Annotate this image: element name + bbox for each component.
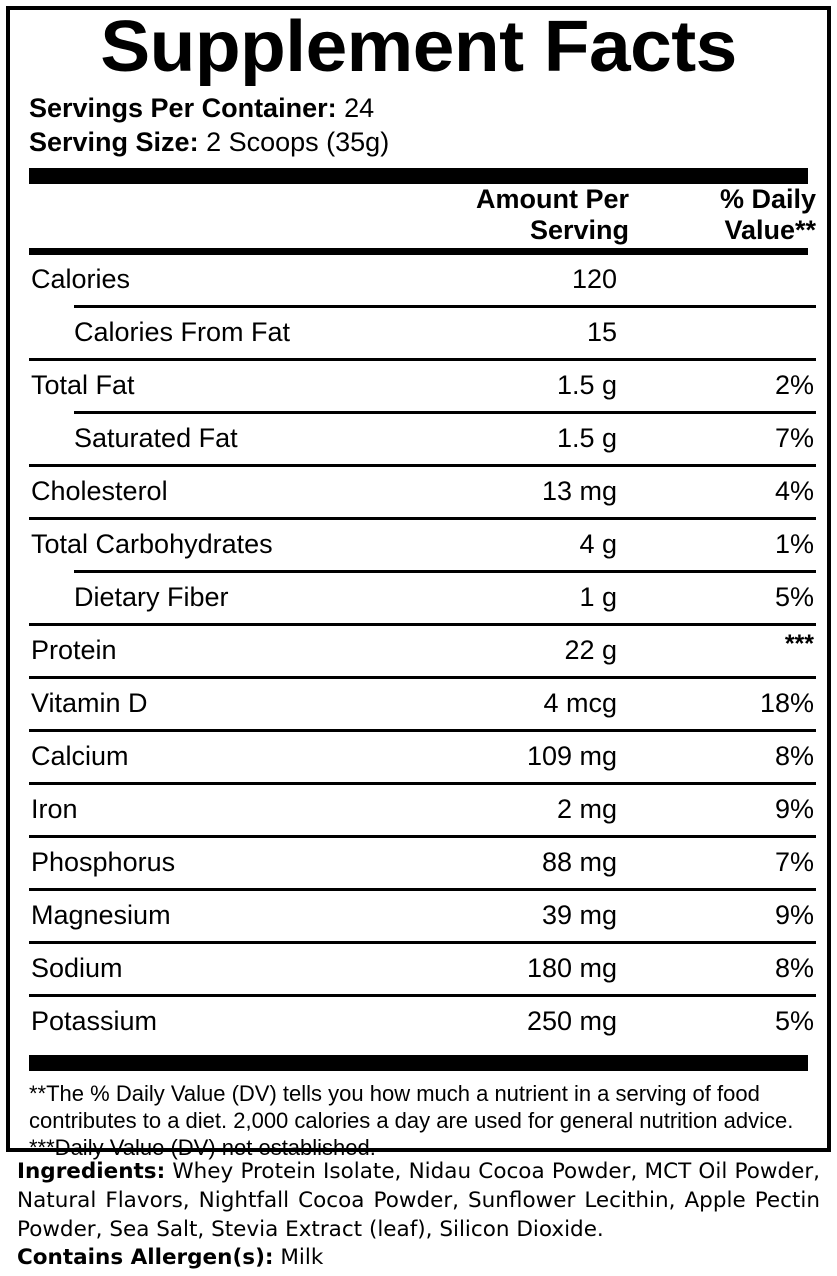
row-amount: 22 g: [401, 622, 629, 678]
row-daily-value: 1%: [629, 516, 816, 572]
nutrition-table: Amount Per Serving % Daily Value**: [29, 184, 816, 248]
table-row: Calories 120: [29, 255, 816, 307]
row-daily-value: 8%: [629, 728, 816, 784]
row-amount: 13 mg: [401, 463, 629, 519]
row-name: Iron: [29, 781, 401, 837]
table-row: Calories From Fat 15: [29, 304, 816, 360]
row-amount: 15: [401, 304, 629, 360]
row-daily-value: 5%: [629, 993, 816, 1047]
row-daily-value: 8%: [629, 940, 816, 996]
row-daily-value: 7%: [629, 834, 816, 890]
table-row: Calcium 109 mg 8%: [29, 728, 816, 784]
table-header-row: Amount Per Serving % Daily Value**: [29, 184, 816, 248]
row-daily-value: 5%: [629, 569, 816, 625]
column-header-daily-value: % Daily Value**: [719, 183, 816, 245]
row-name: Vitamin D: [29, 675, 401, 731]
table-row: Vitamin D 4 mcg 18%: [29, 675, 816, 731]
serving-size-line: Serving Size: 2 Scoops (35g): [29, 125, 808, 160]
row-name: Calories: [31, 264, 131, 295]
table-row: Potassium 250 mg 5%: [29, 993, 816, 1047]
row-amount: 1 g: [401, 569, 629, 625]
table-row: Saturated Fat 1.5 g 7%: [29, 410, 816, 466]
table-row: Dietary Fiber 1 g 5%: [29, 569, 816, 625]
rule-under-header: [29, 247, 808, 255]
row-amount: 1.5 g: [401, 357, 629, 413]
row-name: Dietary Fiber: [29, 569, 401, 625]
row-name: Magnesium: [29, 887, 401, 943]
row-amount: 4 mcg: [401, 675, 629, 731]
row-amount: 1.5 g: [401, 410, 629, 466]
row-daily-value: 4%: [629, 463, 816, 519]
table-row: Magnesium 39 mg 9%: [29, 887, 816, 943]
row-amount: 2 mg: [401, 781, 629, 837]
allergens-line: Contains Allergen(s): Milk: [17, 1244, 820, 1273]
allergens-label: Contains Allergen(s):: [17, 1245, 274, 1271]
nutrition-rows: Calories 120 Calories From Fat 15 Total …: [29, 255, 816, 1047]
table-row: Iron 2 mg 9%: [29, 781, 816, 837]
servings-per-container-label: Servings Per Container:: [29, 92, 337, 123]
ingredients-line: Ingredients: Whey Protein Isolate, Nidau…: [17, 1158, 820, 1244]
column-header-name: [29, 184, 401, 248]
row-name: Calories From Fat: [29, 304, 401, 360]
daily-value-not-established-marker: ***: [784, 630, 814, 659]
rule-top-thick: [29, 167, 808, 184]
table-row: Total Fat 1.5 g 2%: [29, 357, 816, 413]
facts-panel: Supplement Facts Servings Per Container:…: [6, 6, 831, 1160]
footnotes: **The % Daily Value (DV) tells you how m…: [29, 1080, 808, 1162]
row-name: Total Carbohydrates: [29, 516, 401, 572]
row-name: Saturated Fat: [29, 410, 401, 466]
row-name: Potassium: [29, 993, 401, 1047]
row-name: Protein: [29, 622, 401, 678]
rule-bottom-thick: [29, 1054, 808, 1071]
row-amount: 39 mg: [401, 887, 629, 943]
row-name: Total Fat: [29, 357, 401, 413]
table-row: Cholesterol 13 mg 4%: [29, 463, 816, 519]
row-daily-value: 2%: [629, 357, 816, 413]
row-name: Phosphorus: [29, 834, 401, 890]
row-daily-value: ***: [629, 622, 816, 678]
row-name: Sodium: [29, 940, 401, 996]
table-row: Sodium 180 mg 8%: [29, 940, 816, 996]
servings-per-container-value: 24: [344, 92, 375, 123]
row-amount: 180 mg: [401, 940, 629, 996]
serving-size-label: Serving Size:: [29, 127, 199, 158]
row-amount: 109 mg: [401, 728, 629, 784]
servings-per-container-line: Servings Per Container: 24: [29, 91, 808, 126]
footnote-daily-value: **The % Daily Value (DV) tells you how m…: [29, 1080, 794, 1133]
footnote-not-established: ***Daily Value (DV) not established.: [29, 1135, 376, 1161]
ingredients-label: Ingredients:: [17, 1159, 166, 1184]
row-daily-value: 9%: [629, 887, 816, 943]
row-amount: 4 g: [401, 516, 629, 572]
ingredients-text: Whey Protein Isolate, Nidau Cocoa Powder…: [17, 1159, 820, 1242]
table-row: Total Carbohydrates 4 g 1%: [29, 516, 816, 572]
row-name: Calcium: [29, 728, 401, 784]
nutrition-rows-table: Calories 120 Calories From Fat 15 Total …: [29, 255, 816, 1047]
row-amount: 120: [571, 264, 617, 295]
ingredients-section: Ingredients: Whey Protein Isolate, Nidau…: [17, 1158, 820, 1273]
table-row: Protein 22 g ***: [29, 622, 816, 678]
page-title: Supplement Facts: [100, 7, 737, 87]
serving-size-value: 2 Scoops (35g): [206, 127, 390, 158]
row-amount: 250 mg: [401, 993, 629, 1047]
row-daily-value: [629, 304, 816, 360]
row-daily-value: 18%: [629, 675, 816, 731]
table-row: Phosphorus 88 mg 7%: [29, 834, 816, 890]
column-header-amount: Amount Per Serving: [475, 183, 629, 245]
row-daily-value: 7%: [629, 410, 816, 466]
row-name: Cholesterol: [29, 463, 401, 519]
serving-info: Servings Per Container: 24 Serving Size:…: [29, 91, 808, 160]
row-amount: 88 mg: [401, 834, 629, 890]
row-daily-value: 9%: [629, 781, 816, 837]
row-daily-value: [629, 255, 816, 307]
allergens-text: Milk: [280, 1245, 324, 1271]
